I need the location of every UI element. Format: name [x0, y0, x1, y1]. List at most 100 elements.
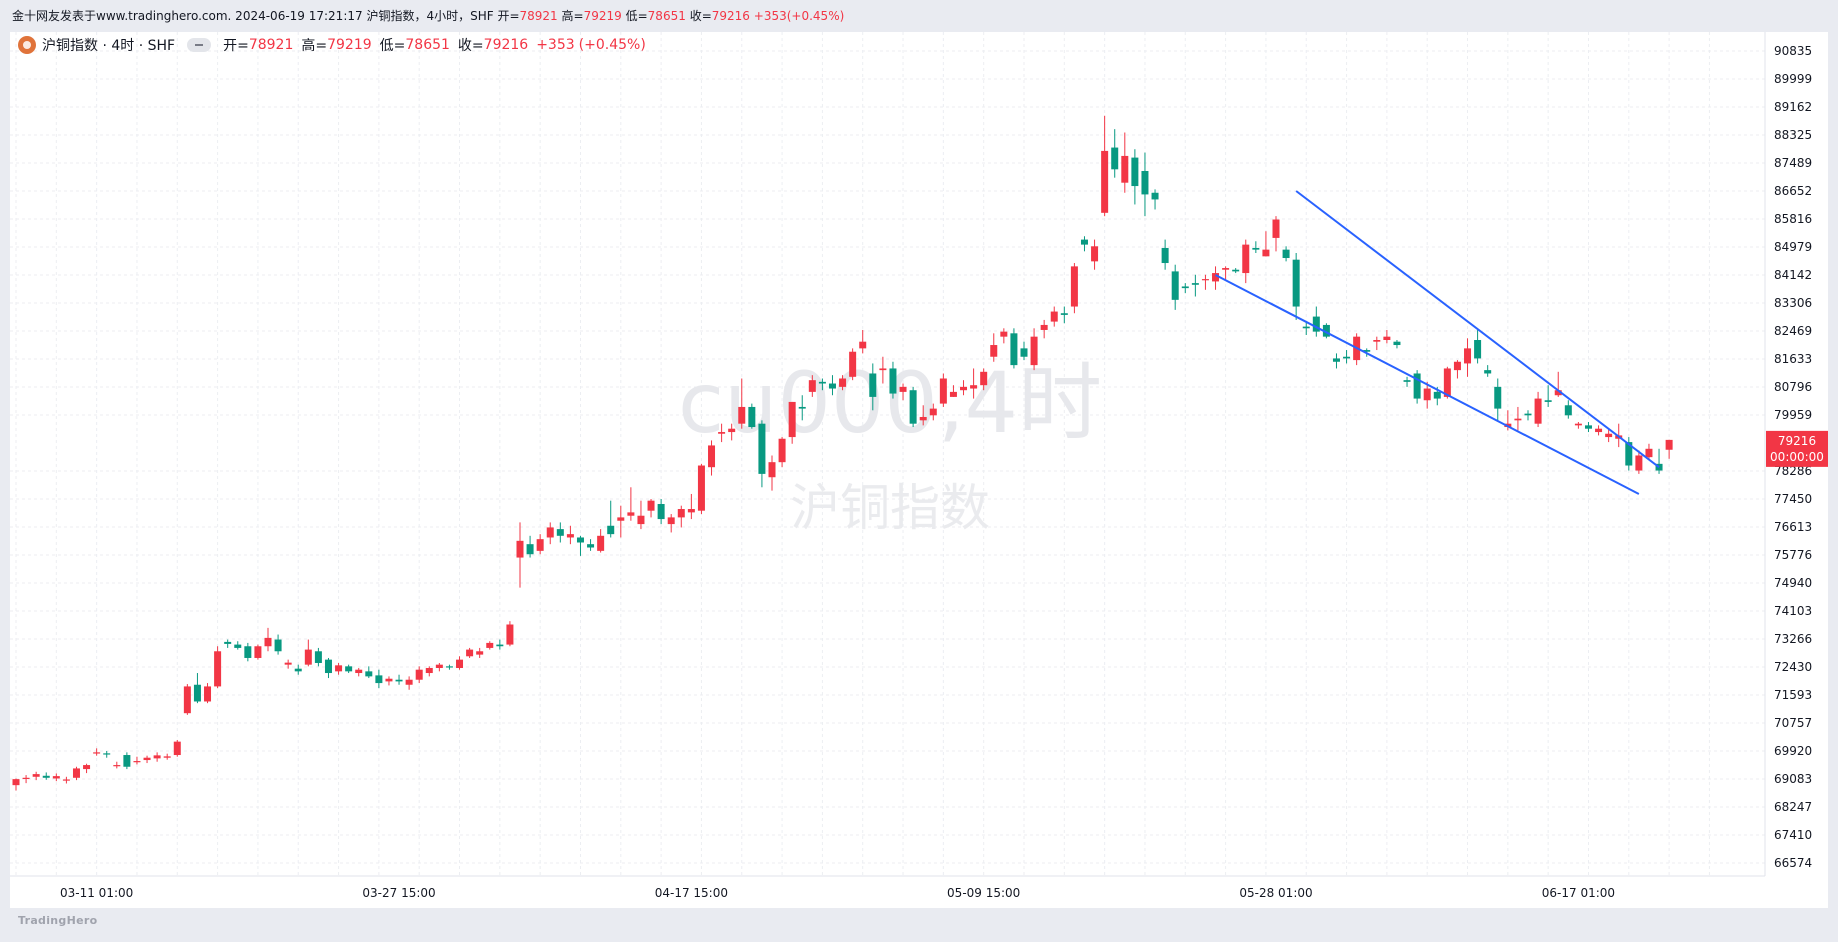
y-tick-label: 83306 — [1774, 296, 1812, 310]
candle-up — [1645, 448, 1653, 458]
y-tick-label: 87489 — [1774, 156, 1812, 170]
candle-down — [1363, 350, 1371, 352]
candle-up — [839, 378, 847, 387]
candle-down — [1332, 358, 1340, 362]
candle-up — [1453, 361, 1461, 371]
candle-down — [365, 671, 373, 677]
candle-up — [486, 642, 494, 648]
y-tick-label: 84979 — [1774, 240, 1812, 254]
candle-up — [516, 540, 524, 558]
caption-high-label: 高= — [561, 9, 584, 23]
candle-down — [1171, 271, 1179, 300]
candle-up — [970, 385, 978, 389]
candle-down — [1141, 170, 1149, 195]
candle-up — [1574, 423, 1582, 426]
y-tick-label: 86652 — [1774, 184, 1812, 198]
candle-down — [1625, 442, 1633, 466]
candle-up — [466, 649, 474, 657]
candle-up — [1222, 268, 1230, 270]
candle-up — [1212, 273, 1220, 282]
chart-panel[interactable] — [10, 32, 1828, 908]
candle-up — [728, 428, 736, 433]
candle-down — [657, 504, 665, 520]
candle-up — [183, 686, 191, 714]
countdown-label: 00:00:00 — [1770, 450, 1824, 464]
candle-down — [1302, 326, 1310, 329]
candle-up — [1201, 279, 1209, 281]
candle-up — [204, 686, 212, 702]
candle-up — [597, 535, 605, 551]
candle-down — [1131, 157, 1139, 187]
collapse-legend-icon[interactable] — [187, 38, 212, 52]
candle-up — [284, 662, 292, 665]
candle-up — [1121, 155, 1129, 183]
candle-up — [1595, 428, 1603, 433]
candle-down — [556, 529, 564, 536]
candle-down — [314, 651, 322, 663]
x-tick-label: 05-09 15:00 — [947, 886, 1020, 900]
candle-up — [1070, 266, 1078, 307]
chart-legend: 沪铜指数 · 4时 · SHF 开= 78921 高= 79219 低= 78651 … — [18, 34, 654, 56]
legend-symbol[interactable]: 沪铜指数 · 4时 · SHF — [42, 38, 176, 54]
candle-down — [42, 775, 50, 778]
candle-up — [12, 779, 20, 786]
candle-up — [335, 665, 343, 672]
y-tick-label: 84142 — [1774, 268, 1812, 282]
caption-change-value: +353 — [753, 9, 787, 23]
x-tick-label: 03-27 15:00 — [362, 886, 435, 900]
candle-up — [456, 659, 464, 669]
candle-down — [587, 544, 595, 548]
candle-up — [980, 371, 988, 386]
legend-high-label: 高= — [301, 38, 328, 54]
x-tick-label: 04-17 15:00 — [655, 886, 728, 900]
legend-open-value: 78921 — [248, 37, 294, 53]
candle-up — [214, 651, 222, 687]
candle-down — [889, 368, 897, 394]
candle-down — [1413, 373, 1421, 399]
candle-up — [677, 509, 685, 518]
candle-down — [1564, 405, 1572, 416]
candle-up — [435, 664, 443, 669]
candle-up — [72, 768, 80, 778]
legend-change-value: +353 — [536, 37, 575, 53]
candle-up — [1373, 340, 1381, 342]
y-tick-label: 75776 — [1774, 548, 1812, 562]
candle-down — [818, 381, 826, 384]
y-tick-label: 76613 — [1774, 520, 1812, 534]
candle-down — [1151, 192, 1159, 200]
candle-up — [476, 651, 484, 655]
candle-up — [264, 637, 272, 647]
candle-up — [1272, 219, 1280, 238]
candle-up — [1050, 311, 1058, 322]
y-tick-label: 80796 — [1774, 380, 1812, 394]
candle-down — [294, 668, 302, 672]
legend-close-label: 收= — [457, 38, 484, 54]
candle-up — [899, 386, 907, 392]
candle-down — [526, 544, 534, 555]
candle-up — [808, 380, 816, 392]
y-tick-label: 85816 — [1774, 212, 1812, 226]
candle-down — [1232, 269, 1240, 272]
candle-up — [778, 438, 786, 463]
candle-up — [113, 765, 121, 767]
candle-up — [566, 534, 574, 538]
candle-up — [1423, 388, 1431, 401]
candle-up — [385, 678, 393, 682]
candle-up — [304, 649, 312, 665]
candle-up — [546, 527, 554, 538]
candle-down — [324, 659, 332, 674]
candle-up — [254, 646, 262, 658]
candle-down — [1020, 348, 1028, 357]
y-tick-label: 72430 — [1774, 660, 1812, 674]
candle-up — [133, 761, 141, 763]
candle-down — [1292, 259, 1300, 307]
legend-low-value: 78651 — [405, 37, 450, 53]
candle-down — [1584, 425, 1592, 429]
candle-up — [415, 669, 423, 680]
candle-up — [1262, 249, 1270, 257]
candle-up — [163, 756, 171, 758]
caption-title: 金十网友发表于www.tradinghero.com. 2024-06-19 1… — [12, 9, 494, 23]
candle-up — [990, 345, 998, 357]
caption-close-label: 收= — [689, 9, 712, 23]
